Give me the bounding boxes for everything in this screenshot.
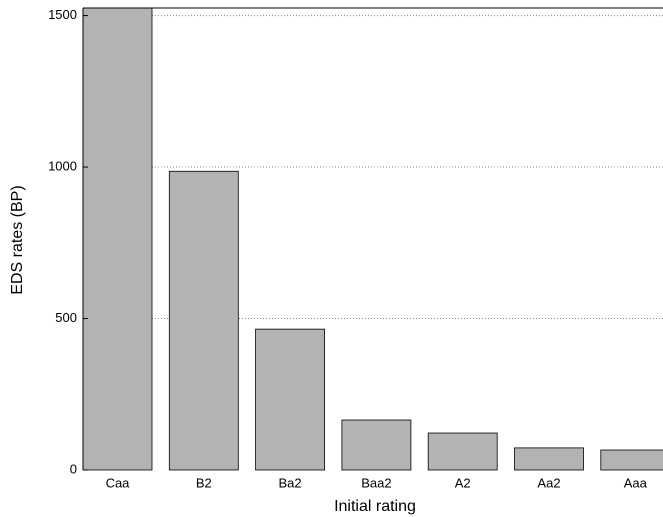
y-tick-label: 0 <box>70 461 77 476</box>
x-tick-label: Baa2 <box>361 475 391 490</box>
y-tick-label: 500 <box>55 310 77 325</box>
bar <box>341 419 412 471</box>
x-tick-label: Caa <box>106 475 131 490</box>
x-tick-label: Ba2 <box>279 475 302 490</box>
x-axis-label: Initial rating <box>334 498 416 515</box>
bar <box>255 328 326 471</box>
x-tick-label: Aa2 <box>537 475 560 490</box>
bar <box>168 170 239 471</box>
x-tick-label: Aaa <box>624 475 648 490</box>
bar <box>427 432 498 471</box>
bars <box>83 8 663 471</box>
x-tick-label: A2 <box>455 475 471 490</box>
labels: 0 500 1000 1500 Caa B2 Ba2 Baa2 A2 Aa2 Aaa <box>48 7 648 490</box>
y-axis-label: EDS rates (BP) <box>9 185 26 294</box>
bar <box>514 447 584 471</box>
x-tick-label: B2 <box>196 475 212 490</box>
y-tick-label: 1000 <box>48 158 77 173</box>
bar <box>83 8 153 471</box>
bar <box>600 449 663 471</box>
y-tick-label: 1500 <box>48 7 77 22</box>
